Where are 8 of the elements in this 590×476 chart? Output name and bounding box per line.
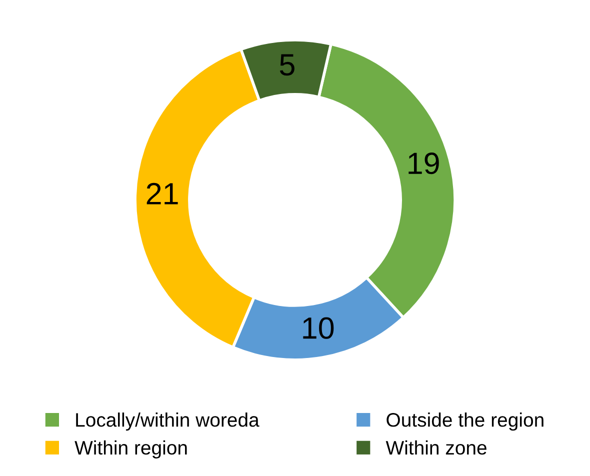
legend-label: Within zone: [386, 440, 486, 455]
legend-label: Locally/within woreda: [76, 412, 260, 431]
data-label: 10: [303, 317, 334, 339]
data-label: 5: [280, 54, 294, 76]
legend-label: Outside the region: [386, 412, 544, 431]
data-label: 19: [408, 152, 439, 174]
data-label: 21: [146, 182, 178, 204]
legend-label: Within region: [74, 440, 187, 458]
